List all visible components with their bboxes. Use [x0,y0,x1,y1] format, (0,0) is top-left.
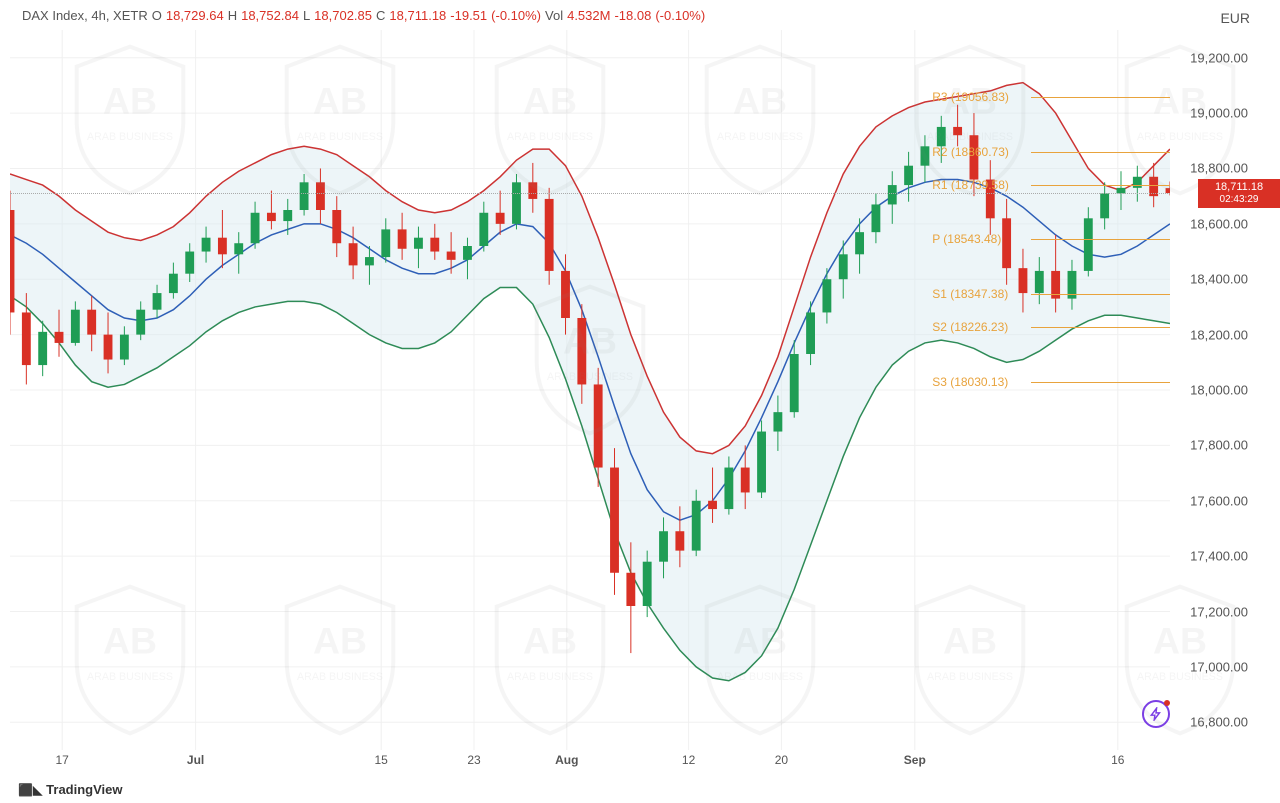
h-label: H [228,8,237,23]
x-tick: 23 [467,753,480,767]
high-value: 18,752.84 [241,8,299,23]
x-tick: 20 [775,753,788,767]
symbol-label: DAX Index, 4h, XETR [22,8,148,23]
plot-area[interactable] [10,30,1170,750]
pivot-line [1031,152,1170,153]
pivot-label: R1 (18739.58) [932,178,1009,192]
pivot-label: S1 (18347.38) [932,287,1008,301]
y-tick: 17,600.00 [1190,493,1248,508]
current-price-line [10,193,1170,194]
pivot-line [1031,327,1170,328]
pivot-label: P (18543.48) [932,232,1001,246]
chart-header: DAX Index, 4h, XETR O 18,729.64 H 18,752.8… [22,8,705,23]
o-label: O [152,8,162,23]
vol-change: -18.08 [614,8,651,23]
x-tick: Sep [904,753,926,767]
tradingview-branding: ⬛◣ TradingView [18,782,123,797]
y-tick: 17,000.00 [1190,659,1248,674]
pivot-label: S2 (18226.23) [932,320,1008,334]
change-pct: (-0.10%) [491,8,541,23]
y-tick: 18,800.00 [1190,161,1248,176]
currency-label: EUR [1220,10,1250,26]
pivot-line [1031,382,1170,383]
x-tick: 16 [1111,753,1124,767]
l-label: L [303,8,310,23]
y-tick: 16,800.00 [1190,715,1248,730]
open-value: 18,729.64 [166,8,224,23]
y-tick: 17,200.00 [1190,604,1248,619]
price-label-time: 02:43:29 [1204,194,1274,206]
branding-text: TradingView [46,782,122,797]
refresh-icon[interactable] [1142,700,1170,728]
x-axis: 17 Jul 15 23 Aug 12 20 Sep 16 [0,753,1180,773]
y-axis: 16,800.00 17,000.00 17,200.00 17,400.00 17,6… [1190,30,1280,750]
vol-change-pct: (-0.10%) [655,8,705,23]
pivot-line [1031,97,1170,98]
low-value: 18,702.85 [314,8,372,23]
chart-container: DAX Index, 4h, XETR O 18,729.64 H 18,752.8… [0,0,1280,803]
close-value: 18,711.18 [389,8,446,23]
x-tick: Aug [555,753,578,767]
y-tick: 18,400.00 [1190,272,1248,287]
c-label: C [376,8,385,23]
pivot-line [1031,294,1170,295]
y-tick: 18,000.00 [1190,383,1248,398]
y-tick: 17,400.00 [1190,549,1248,564]
y-tick: 19,200.00 [1190,50,1248,65]
x-tick: Jul [187,753,204,767]
pivot-line [1031,239,1170,240]
y-tick: 18,600.00 [1190,216,1248,231]
pivot-label: S3 (18030.13) [932,375,1008,389]
vol-value: 4.532M [567,8,610,23]
y-tick: 17,800.00 [1190,438,1248,453]
chart-svg [10,30,1170,750]
pivot-label: R3 (19056.83) [932,90,1009,104]
change-value: -19.51 [450,8,487,23]
price-label-value: 18,711.18 [1204,181,1274,194]
pivot-line [1031,185,1170,186]
pivot-label: R2 (18860.73) [932,145,1009,159]
current-price-label: 18,711.18 02:43:29 [1198,179,1280,208]
tradingview-logo-icon: ⬛◣ [18,783,42,797]
y-tick: 18,200.00 [1190,327,1248,342]
x-tick: 17 [56,753,69,767]
x-tick: 12 [682,753,695,767]
y-tick: 19,000.00 [1190,106,1248,121]
x-tick: 15 [375,753,388,767]
vol-label: Vol [545,8,563,23]
